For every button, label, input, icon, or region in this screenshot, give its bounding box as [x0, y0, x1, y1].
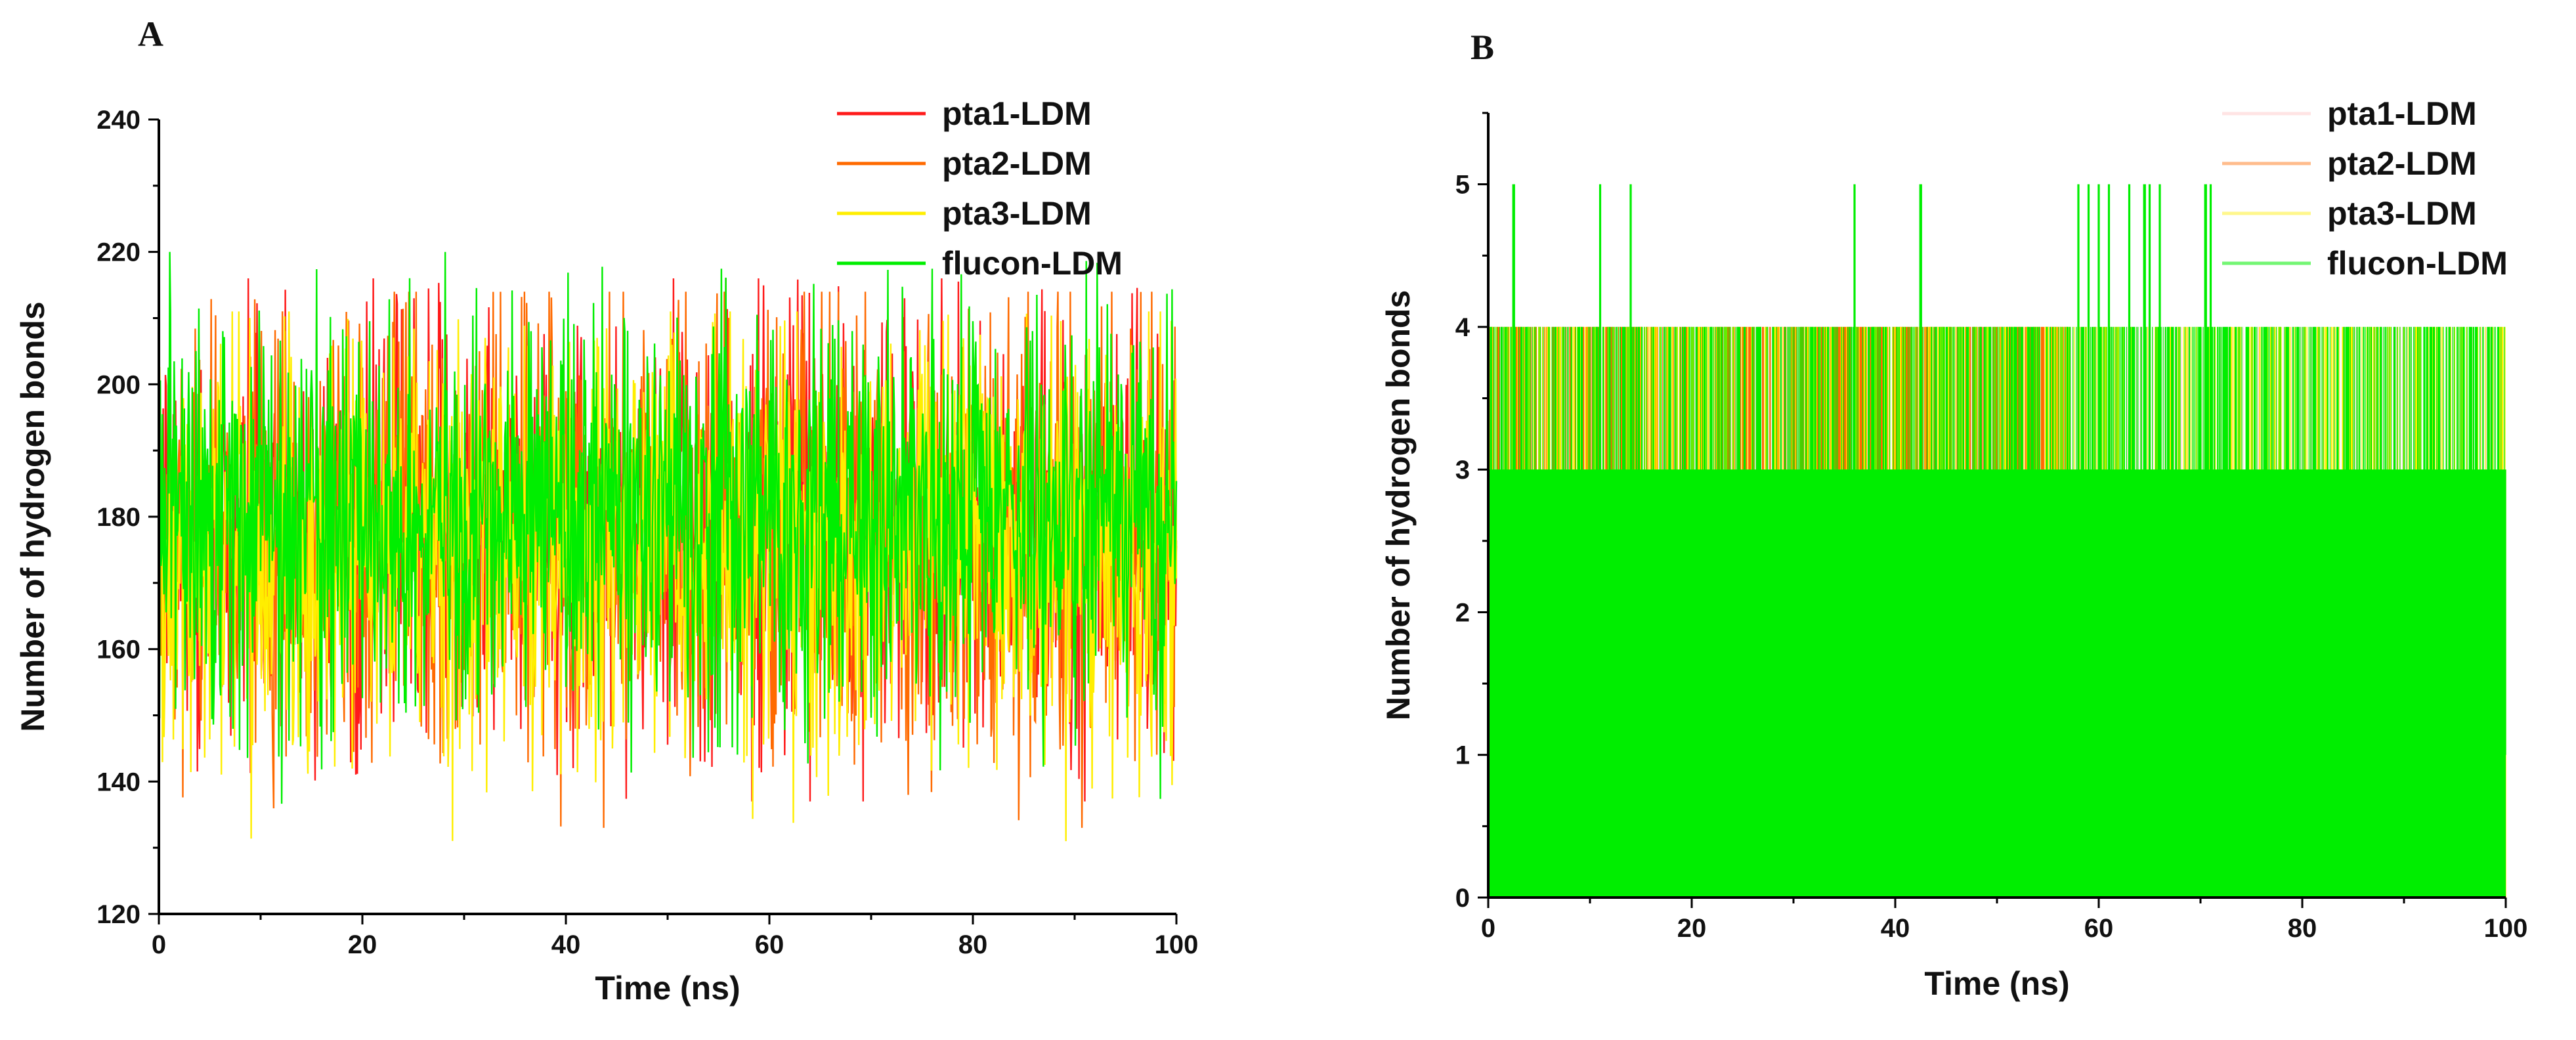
panel-b-legend-label: pta1-LDM: [2327, 95, 2477, 132]
panel-b-x-tick-label: 100: [2484, 914, 2528, 943]
panel-a-x-tick-label: 100: [1155, 930, 1199, 959]
panel-a: A 0 20 40 60 80 100 120 140 160 180 200 220 240 Time…: [14, 14, 1198, 1007]
panel-a-y-tick-label: 240: [97, 106, 140, 135]
panel-a-y-axis-title: Number of hydrogen bonds: [14, 301, 51, 732]
panel-a-y-tick-label: 220: [97, 238, 140, 267]
panel-a-legend-label: pta2-LDM: [942, 145, 1092, 182]
panel-a-y-tick-label: 200: [97, 370, 140, 399]
panel-a-legend-label: pta1-LDM: [942, 95, 1092, 132]
panel-b-x-tick-label: 0: [1481, 914, 1495, 943]
panel-b-x-tick-label: 20: [1677, 914, 1707, 943]
panel-b-x-axis-title: Time (ns): [1924, 965, 2069, 1002]
panel-b-legend-label: flucon-LDM: [2327, 245, 2508, 282]
panel-b-y-tick-label: 0: [1455, 884, 1470, 913]
panel-b: B 0 20 40 60 80 100 0 1 2 3 4 5 Time (ns) Number of…: [1380, 28, 2527, 1002]
panel-a-x-tick-label: 60: [755, 930, 784, 959]
panel-a-y-tick-label: 160: [97, 636, 140, 664]
panel-a-y-tick-label: 140: [97, 768, 140, 796]
panel-a-plot-area: [158, 251, 1178, 842]
panel-b-y-tick-label: 5: [1455, 171, 1470, 200]
panel-b-y-tick-label: 3: [1455, 456, 1470, 485]
panel-a-x-axis-title: Time (ns): [595, 970, 740, 1007]
panel-a-x-tick-label: 0: [152, 930, 166, 959]
panel-a-axes: 0 20 40 60 80 100 120 140 160 180 200 220 240: [97, 106, 1198, 959]
panel-b-flucon-base-fill: [1490, 469, 2506, 898]
panel-b-y-tick-label: 1: [1455, 741, 1470, 770]
panel-a-letter: A: [138, 14, 163, 54]
panel-b-letter: B: [1470, 28, 1494, 67]
panel-a-y-tick-label: 180: [97, 503, 140, 532]
panel-a-series-flucon-LDM: [158, 251, 1178, 804]
panel-b-axes: 0 20 40 60 80 100 0 1 2 3 4 5: [1455, 112, 2528, 943]
panel-b-y-tick-label: 4: [1455, 313, 1470, 342]
panel-b-y-tick-label: 2: [1455, 598, 1470, 627]
panel-b-plot-area: [1488, 184, 2506, 898]
panel-a-x-tick-label: 40: [551, 930, 581, 959]
panel-b-legend-label: pta3-LDM: [2327, 195, 2477, 232]
panel-a-legend-label: flucon-LDM: [942, 245, 1123, 282]
panel-b-legend-label: pta2-LDM: [2327, 145, 2477, 182]
panel-b-x-tick-label: 80: [2288, 914, 2317, 943]
panel-a-y-tick-label: 120: [97, 900, 140, 929]
panel-a-legend-label: pta3-LDM: [942, 195, 1092, 232]
panel-a-x-tick-label: 20: [348, 930, 377, 959]
panel-b-x-tick-label: 40: [1881, 914, 1910, 943]
panel-b-x-tick-label: 60: [2084, 914, 2114, 943]
panel-a-x-tick-label: 80: [958, 930, 988, 959]
panel-a-legend: pta1-LDM pta2-LDM pta3-LDM flucon-LDM: [837, 95, 1123, 282]
panel-b-legend: pta1-LDM pta2-LDM pta3-LDM flucon-LDM: [2222, 95, 2508, 282]
panel-b-y-axis-title: Number of hydrogen bonds: [1380, 290, 1417, 721]
